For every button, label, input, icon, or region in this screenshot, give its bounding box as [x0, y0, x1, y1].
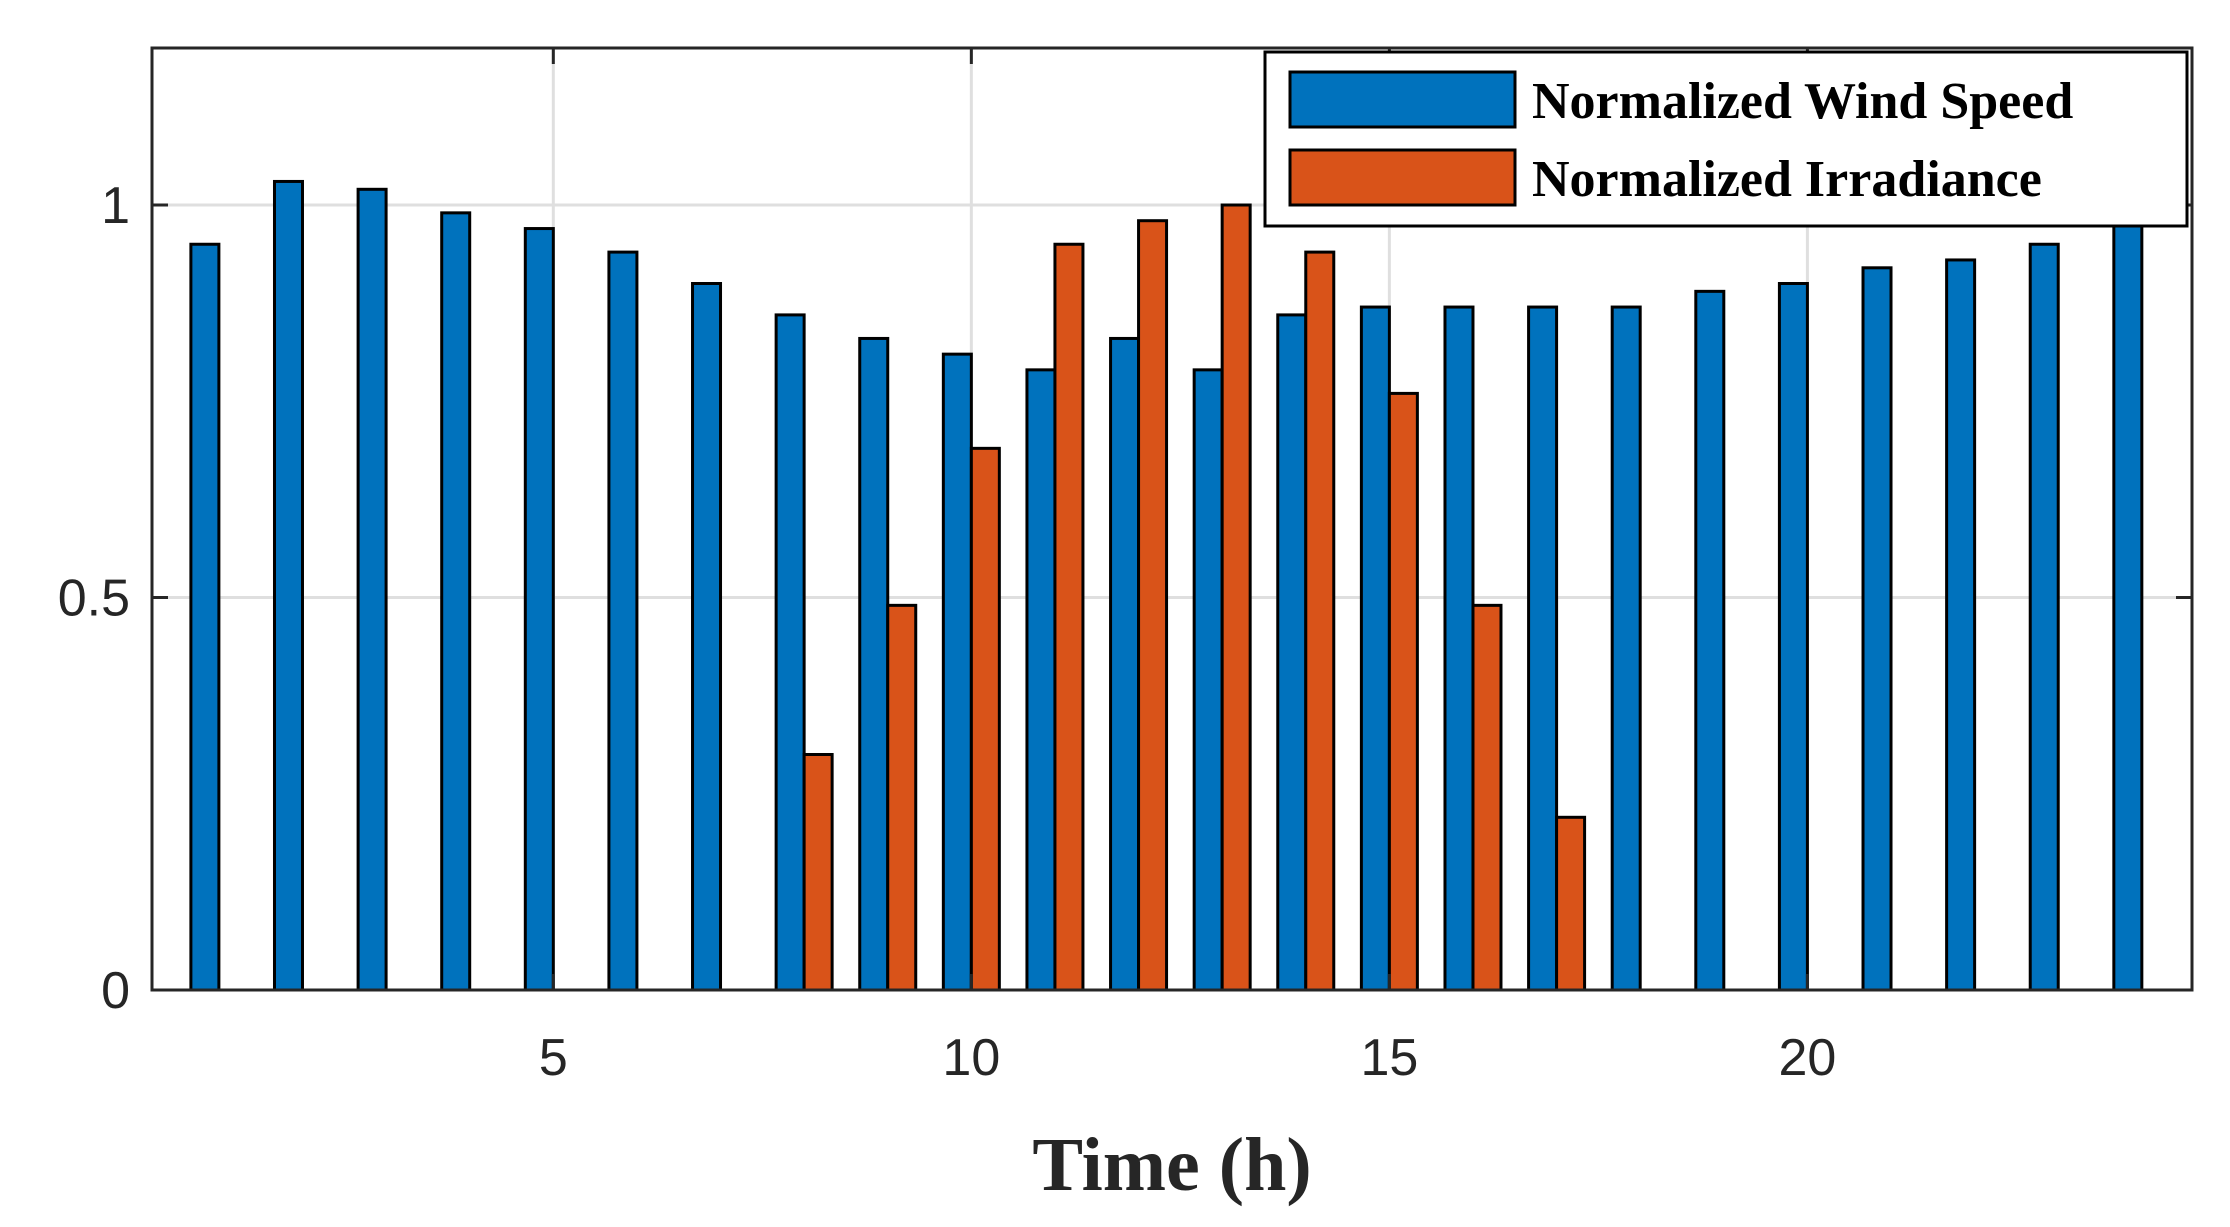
bar-wind-speed	[356, 187, 388, 992]
bar-wind-speed	[440, 211, 472, 992]
y-tick-label: 0.5	[58, 570, 130, 628]
bar-wind-speed	[1443, 305, 1475, 992]
bar-wind-speed	[1025, 368, 1057, 992]
x-tick-label: 5	[539, 1029, 568, 1087]
x-tick-label: 15	[1360, 1029, 1418, 1087]
legend: Normalized Wind Speed Normalized Irradia…	[1263, 50, 2189, 228]
bar-wind-speed	[2028, 242, 2060, 992]
bar-wind-speed	[1610, 305, 1642, 992]
plot-frame	[150, 46, 2194, 992]
bar-irradiance	[969, 446, 1001, 992]
bar-wind-speed	[1861, 266, 1893, 992]
bar-irradiance	[1555, 815, 1587, 992]
bar-wind-speed	[1527, 305, 1559, 992]
bar-wind-speed	[691, 282, 723, 992]
bar-irradiance	[1053, 242, 1085, 992]
bar-irradiance	[1220, 203, 1252, 992]
bar-wind-speed	[1109, 336, 1141, 992]
bar-wind-speed	[523, 227, 555, 992]
bar-wind-speed	[1276, 313, 1308, 992]
x-tick-label: 10	[942, 1029, 1000, 1087]
bar-wind-speed	[1359, 305, 1391, 992]
bar-wind-speed	[607, 250, 639, 992]
bar-wind-speed	[774, 313, 806, 992]
bar-irradiance	[1137, 219, 1169, 992]
legend-swatch-wind-speed	[1288, 70, 1517, 129]
bar-irradiance	[1304, 250, 1336, 992]
bar-irradiance	[886, 603, 918, 992]
bar-irradiance	[1471, 603, 1503, 992]
bar-wind-speed	[272, 179, 304, 992]
x-axis-title: Time (h)	[1032, 1123, 1311, 1207]
bar-wind-speed	[2112, 219, 2144, 992]
legend-swatch-irradiance	[1288, 148, 1517, 207]
bar-wind-speed	[941, 352, 973, 992]
bar-wind-speed	[189, 242, 221, 992]
legend-label-irradiance: Normalized Irradiance	[1532, 151, 2042, 208]
x-tick-label: 20	[1778, 1029, 1836, 1087]
y-tick-label: 0	[101, 962, 130, 1020]
bar-wind-speed	[1192, 368, 1224, 992]
bar-irradiance	[1387, 391, 1419, 992]
legend-label-wind-speed: Normalized Wind Speed	[1532, 73, 2073, 130]
ticks: 5 10 15 20 0 0.5 1	[58, 48, 2192, 1087]
bar-wind-speed	[858, 336, 890, 992]
bar-irradiance	[802, 753, 834, 992]
y-tick-label: 1	[101, 177, 130, 235]
bar-wind-speed	[1777, 282, 1809, 992]
bar-wind-speed	[1945, 258, 1977, 992]
bar-wind-speed	[1694, 289, 1726, 992]
